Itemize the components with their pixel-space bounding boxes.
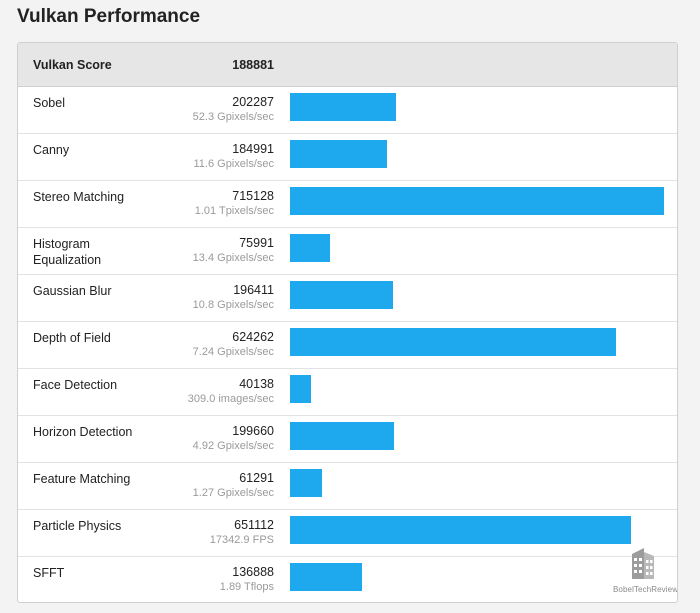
benchmark-throughput: 4.92 Gpixels/sec [192,440,274,452]
table-row: Stereo Matching 715128 1.01 Tpixels/sec [18,181,677,228]
bar-track [290,234,664,262]
table-row: Feature Matching 61291 1.27 Gpixels/sec [18,463,677,510]
bar-track [290,93,664,121]
benchmark-name: Feature Matching [33,472,131,486]
watermark-text: BobelTechReviews [613,585,678,594]
benchmark-name: Face Detection [33,378,118,392]
bar-track [290,422,664,450]
page-title: Vulkan Performance [17,6,201,27]
benchmark-score: 40138 [239,377,274,391]
bar-track [290,187,664,215]
benchmark-score: 199660 [232,424,274,438]
benchmark-throughput: 1.01 Tpixels/sec [194,205,274,217]
bar-track [290,563,664,591]
vulkan-score-label: Vulkan Score [33,58,112,72]
benchmark-score: 61291 [239,471,274,485]
benchmark-score: 184991 [232,142,274,156]
bar [290,563,362,591]
bar-track [290,469,664,497]
benchmark-throughput: 17342.9 FPS [209,534,274,546]
bar [290,234,330,262]
benchmark-throughput: 309.0 images/sec [187,393,274,405]
bar [290,516,631,544]
benchmark-name: SFFT [33,566,65,580]
results-card: Vulkan Score 188881 Sobel 202287 52.3 Gpix… [17,42,678,603]
benchmark-rows: Sobel 202287 52.3 Gpixels/sec Canny 184991 11… [18,87,677,602]
bar [290,328,616,356]
benchmark-score: 715128 [232,189,274,203]
benchmark-throughput: 7.24 Gpixels/sec [192,346,274,358]
benchmark-score: 196411 [233,283,274,297]
table-row: Canny 184991 11.6 Gpixels/sec [18,134,677,181]
table-row: Histogram Equalization 75991 13.4 Gpixels/… [18,228,677,275]
building-logo-icon [632,548,654,579]
benchmark-throughput: 11.6 Gpixels/sec [193,158,274,170]
benchmark-throughput: 13.4 Gpixels/sec [192,252,274,264]
benchmark-name: Horizon Detection [33,425,133,439]
benchmark-name: Canny [33,143,70,157]
benchmark-name: Particle Physics [33,519,122,533]
bar [290,140,387,168]
benchmark-throughput: 1.89 Tflops [219,581,274,593]
table-row: Depth of Field 624262 7.24 Gpixels/sec [18,322,677,369]
benchmark-throughput: 52.3 Gpixels/sec [192,111,274,123]
bar [290,469,322,497]
bar-track [290,140,664,168]
benchmark-throughput: 10.8 Gpixels/sec [192,299,274,311]
bar-track [290,328,664,356]
benchmark-name: Stereo Matching [33,190,125,204]
bar-track [290,375,664,403]
table-row: Face Detection 40138 309.0 images/sec [18,369,677,416]
vulkan-score-value: 188881 [232,58,274,72]
benchmark-name: Depth of Field [33,331,111,345]
benchmark-score: 624262 [232,330,274,344]
bar [290,93,396,121]
bar [290,375,311,403]
benchmark-name: Gaussian Blur [33,284,112,298]
benchmark-score: 136888 [232,565,274,579]
benchmark-name: Histogram Equalization [33,237,102,267]
benchmark-score: 75991 [239,236,274,250]
bar-track [290,516,664,544]
table-row: Horizon Detection 199660 4.92 Gpixels/sec [18,416,677,463]
table-row: Sobel 202287 52.3 Gpixels/sec [18,87,677,134]
bar-track [290,281,664,309]
table-row: SFFT 136888 1.89 Tflops [18,557,677,602]
table-row: Particle Physics 651112 17342.9 FPS [18,510,677,557]
benchmark-name: Sobel [33,96,65,110]
benchmark-score: 651112 [234,518,274,532]
benchmark-score: 202287 [232,95,274,109]
bar [290,281,393,309]
benchmark-throughput: 1.27 Gpixels/sec [192,487,274,499]
bar [290,187,664,215]
score-header: Vulkan Score 188881 [18,43,677,87]
bar [290,422,394,450]
table-row: Gaussian Blur 196411 10.8 Gpixels/sec [18,275,677,322]
watermark: BobelTechReviews [613,546,678,594]
